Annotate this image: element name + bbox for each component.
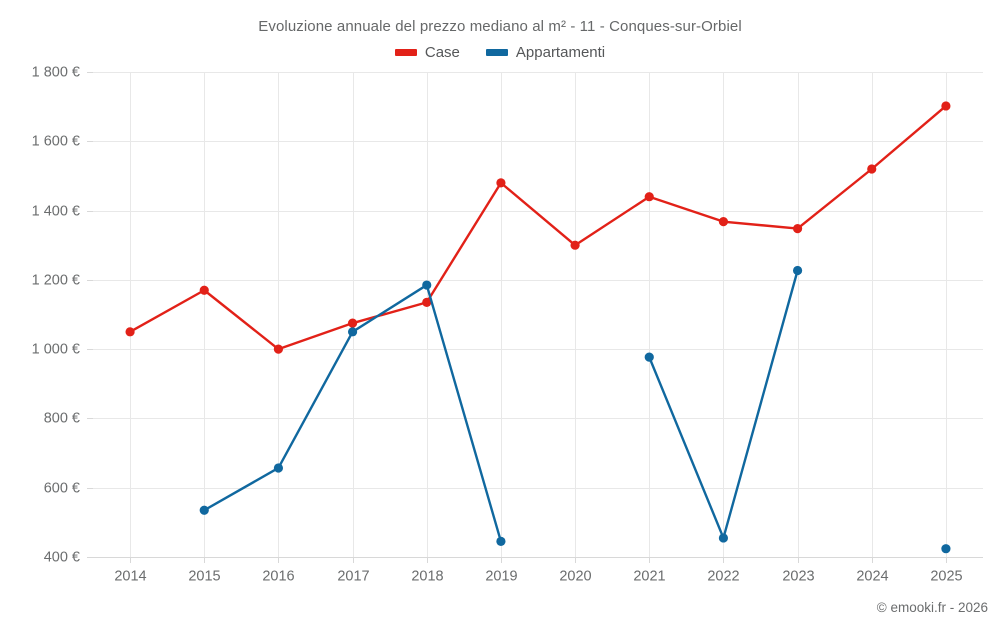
y-tick-label: 1 200 € bbox=[32, 272, 80, 288]
legend-item-appartamenti[interactable]: Appartamenti bbox=[485, 44, 606, 61]
x-tick-label: 2018 bbox=[411, 569, 443, 585]
chart-legend: Case Appartamenti bbox=[0, 44, 1000, 61]
data-point[interactable] bbox=[347, 318, 358, 328]
data-point[interactable] bbox=[644, 192, 654, 202]
y-tick-label: 600 € bbox=[44, 480, 80, 496]
data-point[interactable] bbox=[199, 505, 209, 515]
y-tick-label: 1 600 € bbox=[32, 133, 80, 149]
legend-swatch-appartamenti bbox=[485, 49, 508, 56]
x-tick-label: 2015 bbox=[188, 569, 220, 585]
y-tick-label: 1 800 € bbox=[32, 64, 80, 80]
legend-label-case: Case bbox=[424, 44, 460, 61]
data-point[interactable] bbox=[199, 285, 209, 295]
legend-item-case[interactable]: Case bbox=[394, 44, 460, 61]
data-point[interactable] bbox=[644, 352, 654, 362]
y-tick-label: 400 € bbox=[44, 549, 80, 565]
data-point[interactable] bbox=[496, 536, 506, 547]
y-tick-label: 800 € bbox=[44, 410, 80, 426]
data-point[interactable] bbox=[867, 164, 877, 174]
x-tick-label: 2021 bbox=[633, 569, 665, 585]
x-tick-label: 2025 bbox=[930, 569, 962, 585]
x-tick-label: 2024 bbox=[856, 569, 888, 585]
x-tick-label: 2016 bbox=[262, 569, 294, 585]
x-tick-label: 2020 bbox=[559, 569, 591, 585]
data-point[interactable] bbox=[941, 544, 951, 554]
data-point[interactable] bbox=[273, 344, 284, 354]
x-tick-label: 2023 bbox=[782, 569, 814, 585]
data-point[interactable] bbox=[496, 178, 506, 188]
axes bbox=[87, 72, 983, 563]
data-point[interactable] bbox=[718, 217, 729, 227]
chart-title: Evoluzione annuale del prezzo mediano al… bbox=[258, 18, 742, 35]
copyright-credit: © emooki.fr - 2026 bbox=[876, 600, 988, 615]
x-tick-label: 2022 bbox=[707, 569, 739, 585]
x-tick-label: 2014 bbox=[114, 569, 146, 585]
y-tick-label: 1 000 € bbox=[32, 341, 80, 357]
data-point[interactable] bbox=[422, 280, 432, 290]
data-point[interactable] bbox=[273, 463, 284, 473]
data-point[interactable] bbox=[347, 327, 358, 337]
data-point[interactable] bbox=[792, 223, 803, 234]
data-series bbox=[125, 101, 951, 554]
legend-label-appartamenti: Appartamenti bbox=[515, 44, 606, 61]
legend-swatch-case bbox=[394, 49, 417, 56]
x-tick-label: 2019 bbox=[485, 569, 517, 585]
y-tick-label: 1 400 € bbox=[32, 203, 80, 219]
data-point[interactable] bbox=[570, 240, 580, 250]
series-line-case bbox=[128, 104, 948, 351]
y-axis-tick-labels: 400 € 600 € 800 € 1 000 € 1 200 € 1 400 € 1 60… bbox=[32, 64, 80, 565]
data-point[interactable] bbox=[718, 533, 729, 543]
gridlines bbox=[93, 72, 983, 557]
x-axis-tick-labels: 2014 2015 2016 2017 2018 2019 2020 2021 2022 2023… bbox=[114, 569, 962, 585]
x-tick-label: 2017 bbox=[337, 569, 369, 585]
data-point[interactable] bbox=[941, 101, 951, 111]
data-point[interactable] bbox=[422, 297, 432, 307]
data-point[interactable] bbox=[125, 327, 135, 337]
data-point[interactable] bbox=[792, 265, 803, 276]
